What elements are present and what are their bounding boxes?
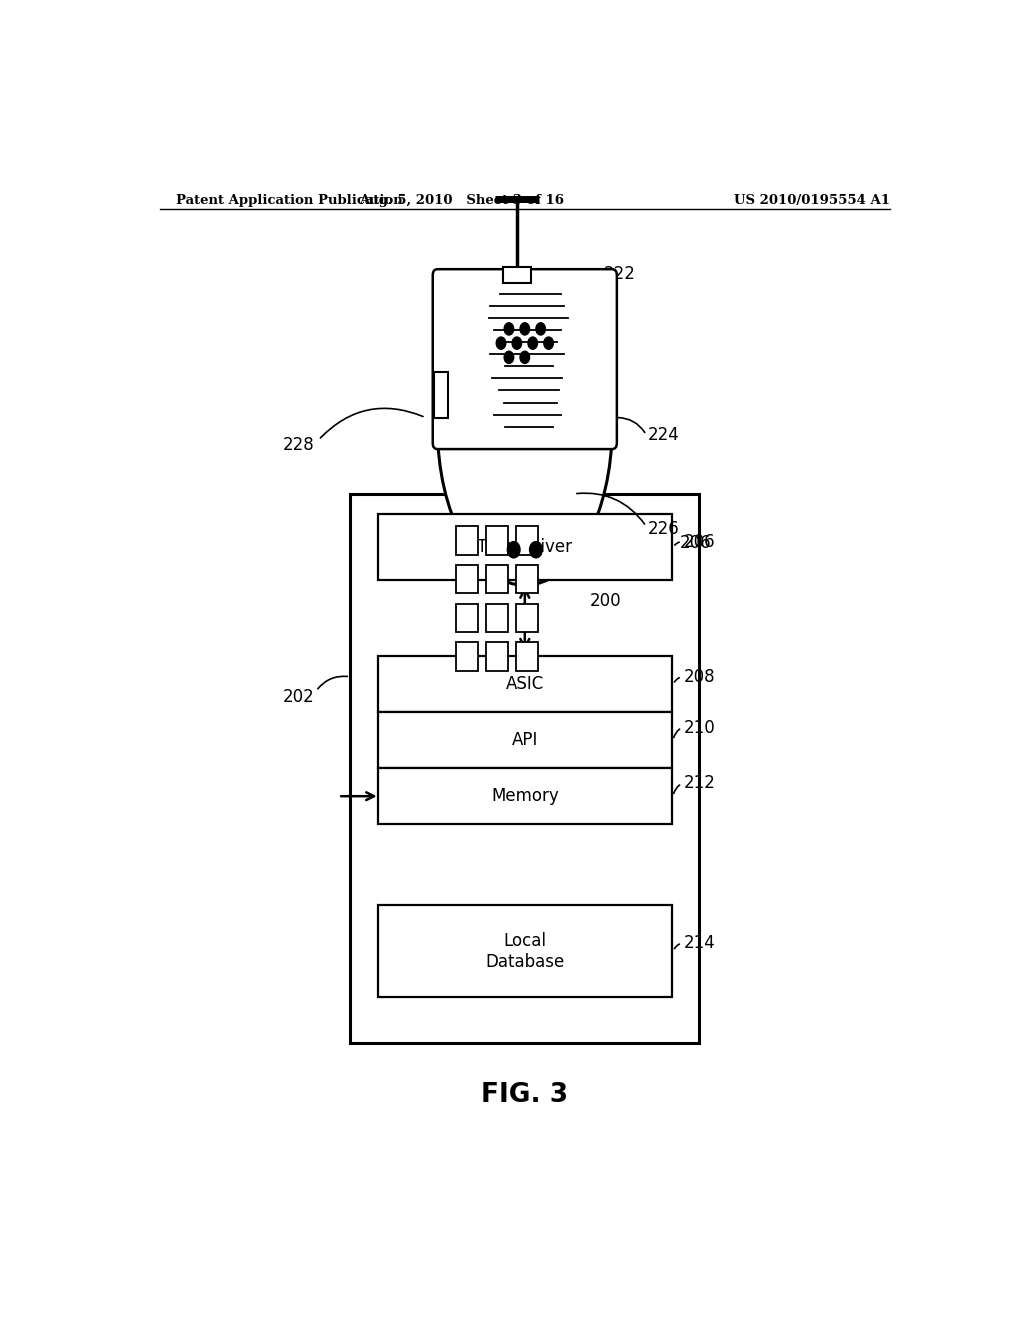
Bar (486, 527, 508, 554)
Text: 226: 226 (648, 520, 680, 539)
Text: API: API (512, 731, 538, 750)
Bar (456, 565, 478, 594)
Bar (516, 603, 539, 632)
Bar (486, 643, 508, 671)
Bar (516, 527, 539, 554)
Text: 228: 228 (283, 436, 314, 454)
Circle shape (512, 337, 521, 350)
Bar (503, 267, 531, 284)
Text: 210: 210 (684, 718, 716, 737)
Bar (433, 372, 447, 417)
Text: 212: 212 (684, 775, 716, 792)
Text: Patent Application Publication: Patent Application Publication (176, 194, 402, 207)
Text: 208: 208 (684, 668, 715, 686)
Text: Aug. 5, 2010   Sheet 3 of 16: Aug. 5, 2010 Sheet 3 of 16 (358, 194, 564, 207)
Text: Memory: Memory (490, 787, 559, 805)
Text: 200: 200 (590, 591, 622, 610)
Bar (378, 515, 672, 581)
Circle shape (520, 323, 529, 335)
Bar (516, 643, 539, 671)
Bar (378, 906, 672, 997)
Bar (378, 713, 672, 768)
Text: US 2010/0195554 A1: US 2010/0195554 A1 (734, 194, 890, 207)
FancyBboxPatch shape (433, 269, 616, 449)
Bar (456, 643, 478, 671)
Text: ASIC: ASIC (506, 676, 544, 693)
Circle shape (544, 337, 553, 350)
Circle shape (504, 323, 514, 335)
Text: 206: 206 (684, 532, 715, 550)
Bar (486, 603, 508, 632)
Text: 202: 202 (283, 688, 314, 706)
Text: Local
Database: Local Database (485, 932, 564, 970)
Circle shape (504, 351, 514, 363)
Circle shape (536, 323, 546, 335)
Bar (378, 768, 672, 824)
Circle shape (528, 337, 538, 350)
Bar (516, 565, 539, 594)
Text: FIG. 3: FIG. 3 (481, 1081, 568, 1107)
Circle shape (520, 351, 529, 363)
Text: 222: 222 (604, 265, 636, 284)
Text: 224: 224 (648, 426, 680, 444)
Bar (456, 603, 478, 632)
Bar (378, 656, 672, 713)
Ellipse shape (437, 271, 612, 585)
Circle shape (497, 337, 506, 350)
Text: Transceiver: Transceiver (477, 539, 572, 556)
Text: 214: 214 (684, 935, 716, 952)
Bar (456, 527, 478, 554)
Text: 206: 206 (680, 533, 712, 552)
Bar (486, 565, 508, 594)
Circle shape (507, 541, 520, 558)
Circle shape (529, 541, 543, 558)
Bar (350, 494, 699, 1043)
